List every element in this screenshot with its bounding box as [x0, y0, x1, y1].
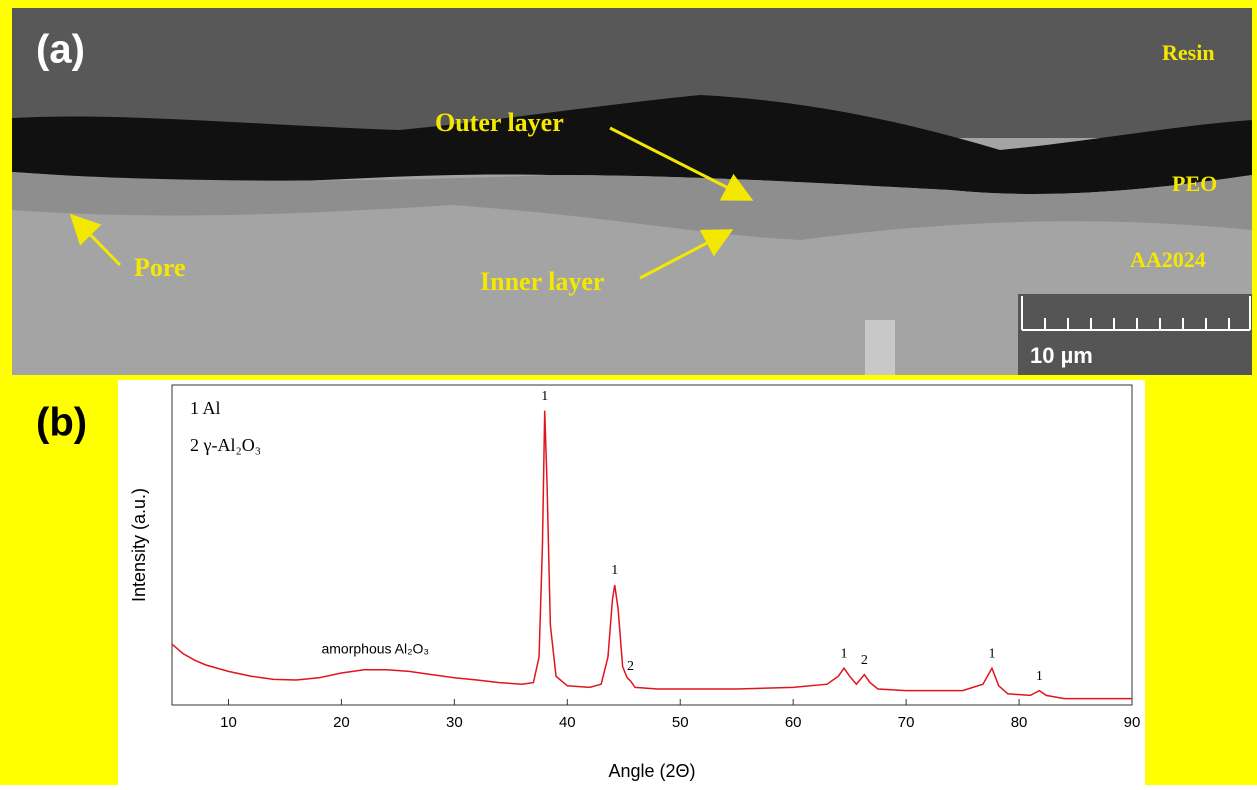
- panel-tag: (b): [36, 401, 87, 445]
- x-tick-label: 60: [785, 714, 802, 731]
- peak-label: 1: [541, 389, 548, 404]
- scale-bar-label: 10 µm: [1030, 343, 1093, 368]
- label: PEO: [1172, 171, 1217, 196]
- x-tick-label: 80: [1011, 714, 1028, 731]
- label: Resin: [1162, 40, 1215, 65]
- legend-text: 1 Al: [190, 398, 221, 418]
- annotation: amorphous Al₂O₃: [321, 641, 429, 657]
- peak-label: 1: [611, 563, 618, 578]
- y-axis-label: Intensity (a.u.): [129, 488, 149, 602]
- sem-image: [12, 8, 1252, 375]
- x-tick-label: 90: [1124, 714, 1141, 731]
- x-tick-label: 50: [672, 714, 689, 731]
- x-tick-label: 30: [446, 714, 463, 731]
- x-axis-label: Angle (2Θ): [608, 761, 695, 781]
- peak-label: 2: [861, 653, 868, 668]
- xrd-line: [171, 410, 1132, 700]
- label: Inner layer: [480, 267, 604, 296]
- peak-label: 1: [1036, 669, 1043, 684]
- label: AA2024: [1130, 247, 1206, 272]
- label: Outer layer: [435, 108, 564, 137]
- x-tick-label: 20: [333, 714, 350, 731]
- peak-label: 2: [627, 659, 634, 674]
- x-tick-label: 10: [220, 714, 237, 731]
- label: Pore: [134, 253, 186, 282]
- x-tick-label: 40: [559, 714, 576, 731]
- plot-frame: [171, 384, 1133, 706]
- x-tick-label: 70: [898, 714, 915, 731]
- legend-text: 2 γ-Al₂O₃: [190, 435, 261, 455]
- peak-label: 1: [841, 646, 848, 661]
- panel-tag: (a): [36, 28, 85, 72]
- chart-panel: [118, 380, 1145, 785]
- peak-label: 1: [988, 646, 995, 661]
